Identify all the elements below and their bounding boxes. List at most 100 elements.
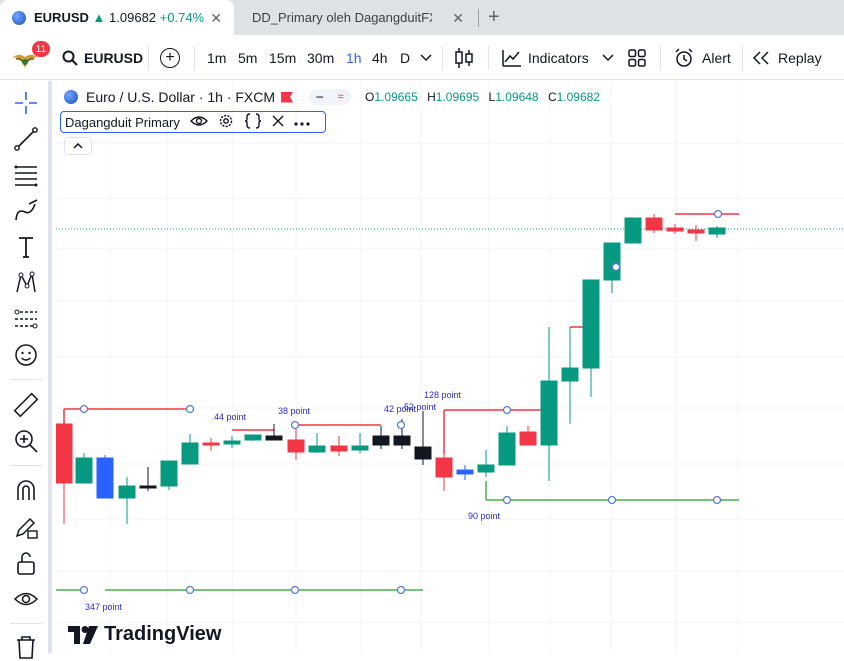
candle-body bbox=[202, 442, 220, 446]
new-tab-button[interactable]: + bbox=[488, 6, 500, 28]
eye-icon[interactable] bbox=[189, 114, 208, 131]
indicators-dropdown[interactable] bbox=[602, 36, 614, 80]
candle-body bbox=[414, 446, 432, 460]
close-icon[interactable] bbox=[272, 114, 284, 130]
icons-tool[interactable] bbox=[12, 341, 40, 369]
chart-type-button[interactable] bbox=[454, 36, 474, 80]
browser-tab-bar: EURUSD ▲ 1.09682 +0.74% ✕ DD_Primary ole… bbox=[0, 0, 844, 35]
level-marker bbox=[502, 405, 512, 415]
pattern-icon bbox=[16, 271, 36, 293]
layout-button[interactable] bbox=[628, 36, 646, 80]
forecast-icon bbox=[14, 309, 38, 329]
toolbar-divider bbox=[194, 46, 195, 70]
point-label: 44 point bbox=[214, 412, 247, 422]
level-marker bbox=[502, 495, 512, 505]
forecast-tool[interactable] bbox=[12, 305, 40, 333]
timeframe-dropdown[interactable] bbox=[420, 36, 432, 80]
top-toolbar: 11 EURUSD + 1m 5m 15m 30m 1h 4h D Indica… bbox=[0, 36, 844, 80]
point-label: 90 point bbox=[468, 511, 501, 521]
timeframe-1h[interactable]: 1h bbox=[346, 50, 362, 66]
timeframe-4h[interactable]: 4h bbox=[372, 50, 388, 66]
tab-title: EURUSD ▲ 1.09682 +0.74% bbox=[34, 10, 205, 25]
avatar[interactable] bbox=[10, 44, 40, 74]
smiley-icon bbox=[15, 344, 37, 366]
candle-body bbox=[244, 434, 262, 441]
toolbar-divider bbox=[742, 46, 743, 70]
indicator-legend[interactable]: Dagangduit Primary bbox=[60, 111, 326, 133]
indicator-name: Dagangduit Primary bbox=[65, 114, 180, 130]
drawing-mode-tool[interactable] bbox=[12, 513, 40, 541]
trend-line-tool[interactable] bbox=[12, 125, 40, 153]
level-marker bbox=[185, 585, 195, 595]
point-label: 347 point bbox=[85, 602, 123, 612]
symbol-title[interactable]: Euro / U.S. Dollar · 1h · FXCM bbox=[86, 89, 276, 105]
alarm-clock-icon bbox=[675, 48, 693, 67]
timeframe-1m[interactable]: 1m bbox=[207, 50, 227, 66]
chevron-down-icon bbox=[602, 54, 614, 62]
candle-body bbox=[435, 457, 453, 478]
lock-tool[interactable] bbox=[12, 549, 40, 577]
ruler-tool[interactable] bbox=[12, 391, 40, 419]
visibility-tool[interactable] bbox=[12, 585, 40, 613]
close-tab-icon-2[interactable]: ✕ bbox=[452, 10, 464, 26]
candle-body bbox=[561, 367, 579, 382]
timeframe-5m[interactable]: 5m bbox=[238, 50, 258, 66]
pattern-tool[interactable] bbox=[12, 269, 40, 297]
chevron-up-icon bbox=[73, 143, 83, 149]
tradingview-watermark[interactable]: TradingView bbox=[68, 623, 221, 646]
gear-icon[interactable] bbox=[218, 113, 234, 132]
indicators-button[interactable]: Indicators bbox=[502, 36, 589, 80]
candle-body bbox=[456, 469, 474, 475]
timeframe-d[interactable]: D bbox=[400, 50, 411, 66]
watermark-text: TradingView bbox=[104, 623, 222, 645]
trash-icon bbox=[17, 636, 35, 659]
globe-icon bbox=[64, 90, 78, 104]
zoom-tool[interactable] bbox=[12, 427, 40, 455]
candle-body bbox=[708, 227, 726, 235]
indicators-label: Indicators bbox=[528, 50, 589, 66]
point-label: 42 point bbox=[384, 404, 417, 414]
candle-body bbox=[477, 464, 495, 473]
candle-body bbox=[687, 229, 705, 234]
level-markers bbox=[79, 209, 723, 595]
candle-body bbox=[393, 435, 411, 446]
horizontal-lines-icon bbox=[14, 165, 38, 187]
candle-body bbox=[56, 423, 73, 484]
level-marker bbox=[611, 262, 621, 272]
candle-body bbox=[519, 431, 537, 446]
magnet-icon bbox=[17, 480, 35, 500]
candle-body bbox=[308, 445, 326, 453]
crosshair-tool[interactable] bbox=[12, 89, 40, 117]
candle-body bbox=[624, 217, 642, 244]
market-status-pill[interactable]: ━ ≈ bbox=[309, 89, 352, 105]
browser-tab-inactive[interactable]: DD_Primary oleh DagangduitFX ✕ bbox=[240, 0, 476, 35]
timeframe-15m[interactable]: 15m bbox=[269, 50, 297, 66]
chart-pane[interactable]: 44 point 38 point 42 point 52 point 128 poin… bbox=[56, 81, 844, 653]
text-tool[interactable] bbox=[12, 233, 40, 261]
source-code-icon[interactable] bbox=[244, 112, 262, 132]
delete-tool[interactable] bbox=[12, 633, 40, 661]
flag-icon[interactable] bbox=[281, 91, 294, 103]
collapse-legend-button[interactable] bbox=[64, 137, 92, 155]
brush-tool[interactable] bbox=[12, 197, 40, 225]
candle-body bbox=[330, 445, 348, 452]
candles-icon bbox=[455, 48, 473, 68]
replay-button[interactable]: Replay bbox=[752, 36, 822, 80]
close-tab-icon[interactable]: ✕ bbox=[210, 10, 222, 26]
candle-body bbox=[287, 439, 305, 453]
more-icon[interactable] bbox=[294, 114, 310, 130]
level-marker bbox=[396, 585, 406, 595]
alert-button[interactable]: Alert bbox=[674, 36, 731, 80]
fib-tool[interactable] bbox=[12, 161, 40, 189]
globe-icon bbox=[12, 10, 26, 25]
compare-add-button[interactable]: + bbox=[160, 36, 180, 80]
point-label: 128 point bbox=[424, 390, 462, 400]
browser-tab-active[interactable]: EURUSD ▲ 1.09682 +0.74% ✕ bbox=[0, 0, 234, 35]
magnet-tool[interactable] bbox=[12, 477, 40, 505]
alert-label: Alert bbox=[702, 50, 731, 66]
timeframe-30m[interactable]: 30m bbox=[307, 50, 335, 66]
symbol-search[interactable]: EURUSD bbox=[62, 36, 143, 80]
candles bbox=[56, 214, 726, 524]
toolbar-divider bbox=[488, 46, 489, 70]
